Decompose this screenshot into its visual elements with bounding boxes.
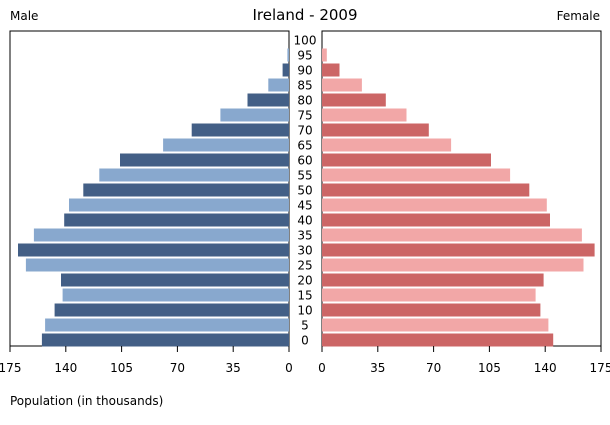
female-tick-label-70: 70 [426, 361, 441, 375]
female-bar-35 [322, 228, 582, 242]
age-label-70: 70 [297, 124, 312, 138]
male-bar-85 [268, 78, 289, 92]
female-bar-10 [322, 303, 541, 317]
male-bar-45 [69, 198, 289, 212]
female-tick-label-35: 35 [370, 361, 385, 375]
male-bar-35 [33, 228, 290, 242]
age-label-80: 80 [297, 94, 312, 108]
age-label-15: 15 [297, 289, 312, 303]
female-bar-80 [322, 93, 386, 107]
age-label-35: 35 [297, 229, 312, 243]
male-bar-5 [45, 318, 289, 332]
male-tick-label-175: 175 [0, 361, 21, 375]
age-label-90: 90 [297, 64, 312, 78]
female-bar-15 [322, 288, 536, 302]
age-label-45: 45 [297, 199, 312, 213]
female-tick-label-175: 175 [590, 361, 610, 375]
age-label-100: 100 [294, 34, 317, 48]
age-label-20: 20 [297, 274, 312, 288]
female-bar-85 [322, 78, 362, 92]
age-label-0: 0 [301, 334, 309, 348]
age-label-75: 75 [297, 109, 312, 123]
female-bar-20 [322, 273, 544, 287]
female-bar-65 [322, 138, 452, 152]
male-bar-40 [64, 213, 289, 227]
female-bar-90 [322, 63, 340, 77]
female-bar-75 [322, 108, 407, 122]
female-bar-0 [322, 333, 554, 347]
age-label-5: 5 [301, 319, 309, 333]
male-side-label: Male [10, 9, 38, 23]
age-label-65: 65 [297, 139, 312, 153]
male-bar-15 [62, 288, 289, 302]
age-label-10: 10 [297, 304, 312, 318]
male-bar-90 [282, 63, 289, 77]
female-bar-60 [322, 153, 491, 167]
female-bars [322, 48, 595, 347]
female-x-axis: 0 35 70 105 140 175 [318, 346, 610, 375]
male-tick-label-35: 35 [226, 361, 241, 375]
female-bar-95 [322, 48, 327, 62]
male-bars [18, 48, 290, 347]
male-bar-95 [287, 48, 289, 62]
age-label-30: 30 [297, 244, 312, 258]
male-x-axis: 0 35 70 105 140 175 [0, 346, 293, 375]
female-bar-50 [322, 183, 530, 197]
female-bar-45 [322, 198, 547, 212]
male-bar-55 [99, 168, 289, 182]
male-bar-60 [120, 153, 289, 167]
male-bar-65 [163, 138, 289, 152]
female-bar-5 [322, 318, 549, 332]
female-side-label: Female [557, 9, 600, 23]
chart-title: Ireland - 2009 [253, 6, 358, 24]
male-tick-label-0: 0 [285, 361, 293, 375]
female-bar-55 [322, 168, 511, 182]
age-label-55: 55 [297, 169, 312, 183]
male-bar-50 [83, 183, 289, 197]
age-label-25: 25 [297, 259, 312, 273]
x-axis-label: Population (in thousands) [10, 394, 163, 408]
male-bar-10 [54, 303, 289, 317]
male-bar-70 [191, 123, 289, 137]
female-bar-25 [322, 258, 584, 272]
age-label-50: 50 [297, 184, 312, 198]
female-tick-label-0: 0 [318, 361, 326, 375]
age-label-40: 40 [297, 214, 312, 228]
age-label-85: 85 [297, 79, 312, 93]
age-group-labels: 0510152025303540455055606570758085909510… [294, 34, 317, 348]
age-label-60: 60 [297, 154, 312, 168]
male-bar-0 [41, 333, 290, 347]
male-bar-25 [25, 258, 290, 272]
male-tick-label-140: 140 [54, 361, 77, 375]
female-tick-label-105: 105 [478, 361, 501, 375]
male-bar-20 [61, 273, 289, 287]
male-tick-label-70: 70 [170, 361, 185, 375]
male-bar-75 [220, 108, 289, 122]
female-tick-label-140: 140 [534, 361, 557, 375]
male-tick-label-105: 105 [110, 361, 133, 375]
age-label-95: 95 [297, 49, 312, 63]
male-bar-80 [247, 93, 289, 107]
male-bar-30 [18, 243, 289, 257]
female-bar-70 [322, 123, 429, 137]
female-bar-30 [322, 243, 595, 257]
female-bar-40 [322, 213, 550, 227]
